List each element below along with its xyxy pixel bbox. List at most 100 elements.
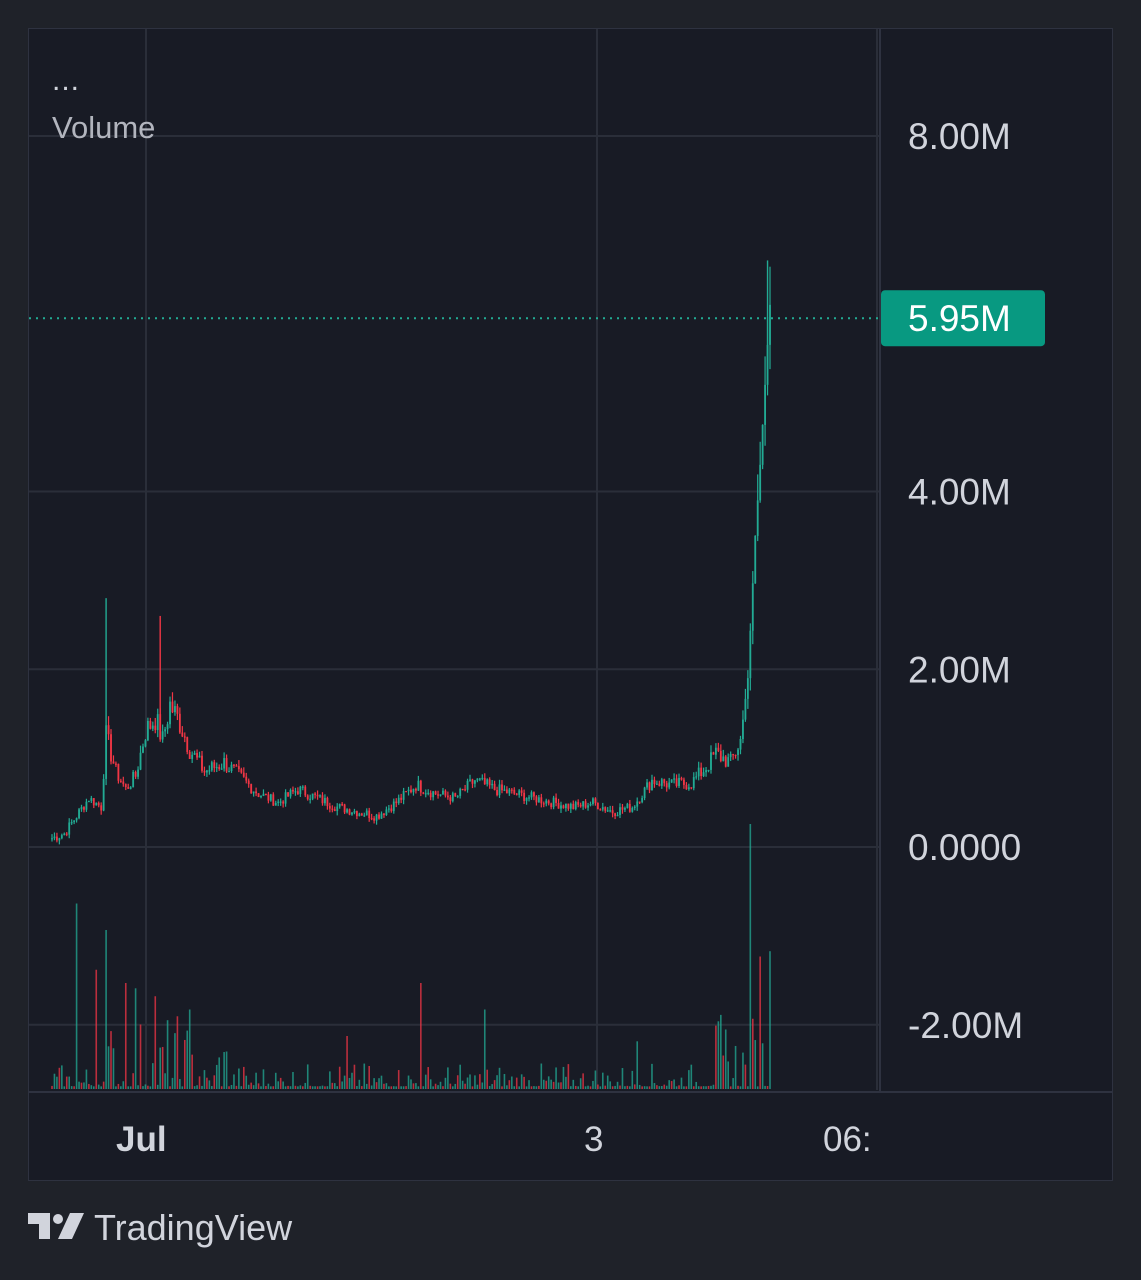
candle-body <box>673 778 676 780</box>
candle-body <box>139 752 142 770</box>
volume-bar <box>68 1076 71 1089</box>
volume-bar <box>279 1077 282 1089</box>
branding[interactable]: TradingView <box>28 1206 292 1250</box>
candle-body <box>210 762 213 771</box>
volume-bar <box>427 1067 430 1089</box>
volume-bar <box>542 1079 545 1089</box>
candle-body <box>535 796 538 803</box>
candle-body <box>604 807 607 811</box>
volume-bar <box>614 1085 616 1089</box>
candle-body <box>378 814 380 819</box>
volume-bar <box>557 1082 560 1089</box>
volume-bar <box>454 1083 457 1089</box>
volume-bar <box>392 1086 395 1089</box>
candle-body <box>550 803 553 808</box>
volume-bar <box>247 1084 250 1089</box>
chart-panel[interactable] <box>28 28 1113 1181</box>
volume-bar <box>378 1078 380 1089</box>
volume-bar <box>511 1076 513 1089</box>
volume-bar <box>324 1086 326 1089</box>
volume-bar <box>297 1086 299 1089</box>
volume-bar <box>710 1085 712 1089</box>
candle-body <box>582 801 585 807</box>
candle-body <box>181 732 184 737</box>
volume-bar <box>616 1081 619 1089</box>
candle-body <box>525 797 528 801</box>
candle-body <box>110 734 112 762</box>
volume-bar <box>452 1086 454 1089</box>
candle-body <box>646 782 648 788</box>
candle-body <box>560 805 562 809</box>
volume-bar <box>538 1085 540 1089</box>
volume-bar <box>149 1086 152 1089</box>
candle-body <box>769 304 771 345</box>
candle-body <box>434 791 437 795</box>
volume-bar <box>520 1074 523 1089</box>
volume-bar <box>346 1036 348 1089</box>
candle-body <box>218 766 221 770</box>
candle-body <box>380 813 383 819</box>
legend-series-title: Volume <box>52 110 156 145</box>
volume-bar <box>717 1021 720 1089</box>
volume-bar <box>705 1086 707 1089</box>
candle-body <box>414 788 417 791</box>
volume-bar <box>225 1051 228 1089</box>
candle-body <box>429 792 432 798</box>
candle-body <box>51 838 53 840</box>
volume-bar <box>203 1070 206 1089</box>
candle-body <box>746 678 749 699</box>
candle-body <box>306 795 309 800</box>
candle-body <box>756 500 759 536</box>
volume-bar <box>619 1085 621 1089</box>
candle-body <box>144 740 147 747</box>
candle-body <box>510 789 513 791</box>
volume-bar <box>211 1086 213 1089</box>
candle-body <box>400 797 403 800</box>
candle-body <box>156 714 159 731</box>
candle-body <box>552 797 555 808</box>
candle-body <box>188 751 191 759</box>
candle-body <box>631 808 634 812</box>
legend-more-button[interactable]: ... <box>52 64 81 97</box>
volume-bar <box>51 1085 53 1089</box>
x-axis-tick-label: 3 <box>584 1120 603 1159</box>
volume-bar <box>523 1076 525 1089</box>
candle-body <box>178 713 181 733</box>
candle-body <box>316 794 319 797</box>
volume-bar <box>102 1081 105 1089</box>
candle-body <box>456 795 459 798</box>
candle-body <box>198 755 201 758</box>
volume-bar <box>147 1085 149 1089</box>
candle-body <box>287 792 289 797</box>
volume-bar <box>233 1074 235 1089</box>
candle-body <box>265 793 267 796</box>
candle-body <box>63 833 66 836</box>
candle-body <box>333 809 336 812</box>
candle-body <box>387 808 390 810</box>
volume-bar <box>262 1069 265 1089</box>
volume-bar <box>461 1080 464 1089</box>
candle-body <box>417 780 420 791</box>
candle-body <box>154 725 157 731</box>
volume-bar <box>144 1084 147 1089</box>
volume-bar <box>240 1086 243 1089</box>
candle-body <box>319 795 321 797</box>
candle-body <box>348 809 351 815</box>
candle-body <box>164 729 167 732</box>
volume-bar <box>90 1085 93 1089</box>
volume-bar <box>139 1024 142 1089</box>
candle-body <box>474 780 476 784</box>
candle-body <box>520 790 523 793</box>
brand-name: TradingView <box>94 1207 293 1248</box>
candle-body <box>515 793 518 795</box>
candle-body <box>437 794 439 796</box>
volume-bar <box>235 1085 238 1089</box>
volume-bar <box>397 1070 400 1089</box>
volume-bar <box>95 969 98 1089</box>
candle-body <box>466 780 469 790</box>
volume-bar <box>447 1067 449 1089</box>
candle-body <box>702 772 705 777</box>
candle-body <box>540 797 543 804</box>
volume-bar <box>756 1086 759 1089</box>
